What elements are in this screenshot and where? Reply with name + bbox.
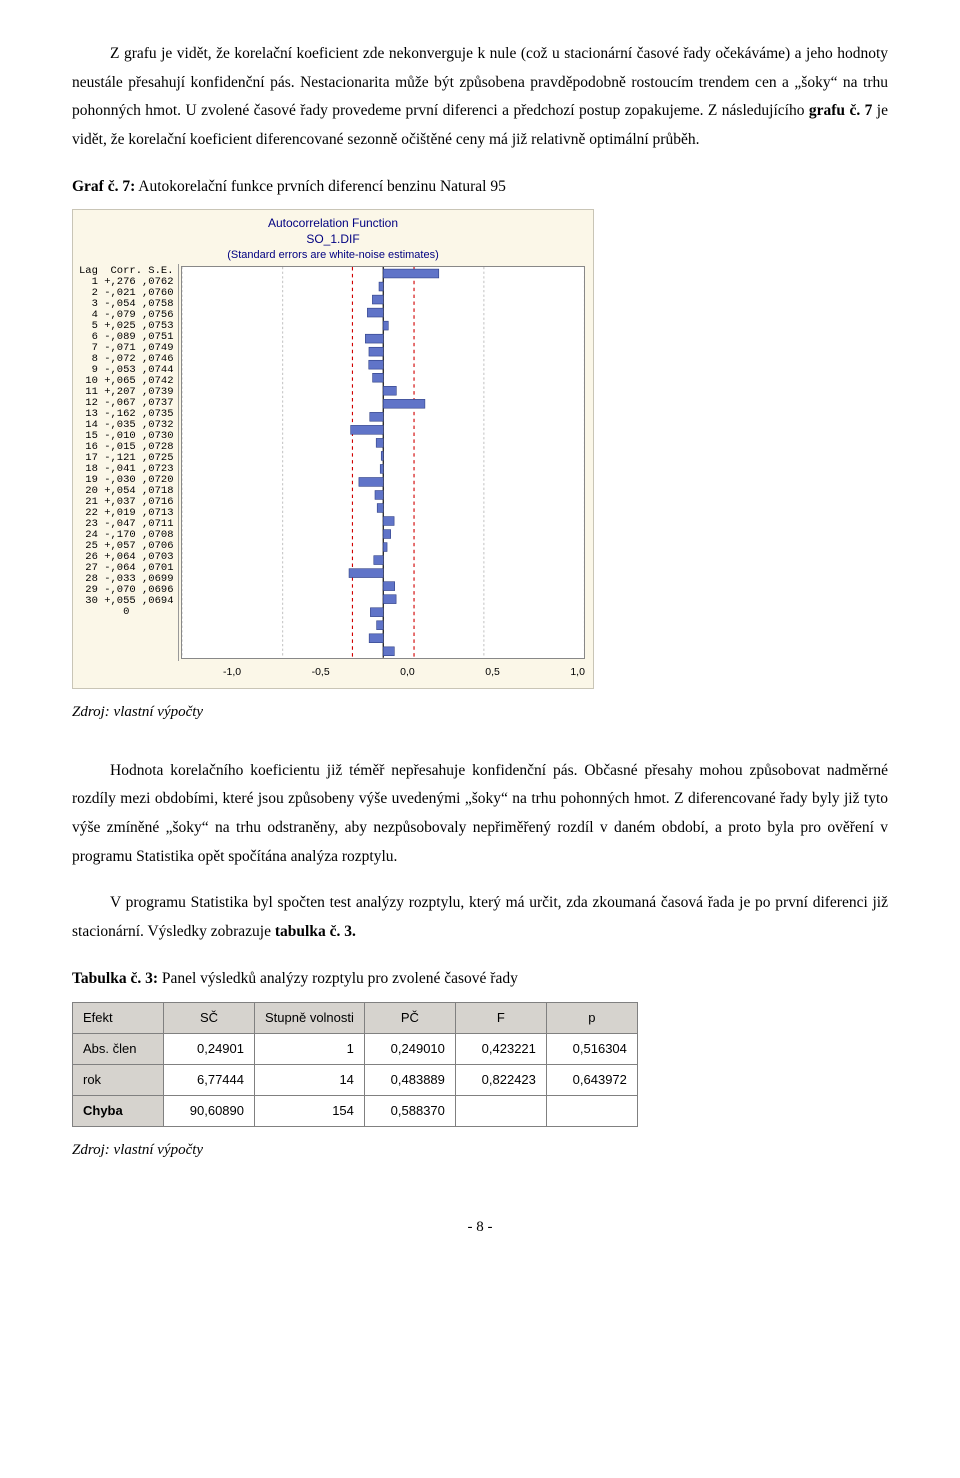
acf-chart-panel: Autocorrelation Function SO_1.DIF (Stand…: [72, 209, 594, 689]
source-1: Zdroj: vlastní výpočty: [72, 699, 888, 727]
acf-body: Lag Corr. S.E. 1 +,276 ,0762 2 -,021 ,07…: [73, 264, 593, 661]
acf-xtick: 0,5: [485, 663, 500, 682]
anova-col-header: p: [546, 1002, 637, 1033]
anova-row-label: Chyba: [73, 1095, 164, 1126]
anova-cell: 0,483889: [364, 1064, 455, 1095]
acf-title-line2: SO_1.DIF: [77, 232, 589, 248]
acf-title-line1: Autocorrelation Function: [268, 216, 398, 230]
anova-col-header: Efekt: [73, 1002, 164, 1033]
acf-x-axis: -1,0 -0,5 0,0 0,5 1,0: [73, 661, 593, 688]
acf-title-line3: (Standard errors are white-noise estimat…: [77, 248, 589, 262]
anova-table: EfektSČStupně volnostiPČFpAbs. člen0,249…: [72, 1002, 638, 1127]
anova-cell: 0,516304: [546, 1033, 637, 1064]
anova-row-label: rok: [73, 1064, 164, 1095]
anova-cell: 0,588370: [364, 1095, 455, 1126]
anova-cell: 0,24901: [164, 1033, 255, 1064]
anova-cell: 0,643972: [546, 1064, 637, 1095]
anova-col-header: F: [455, 1002, 546, 1033]
anova-cell: [455, 1095, 546, 1126]
caption-graf7: Graf č. 7: Autokorelační funkce prvních …: [72, 173, 888, 202]
anova-cell: 90,60890: [164, 1095, 255, 1126]
caption-tab3-rest: Panel výsledků analýzy rozptylu pro zvol…: [158, 970, 518, 987]
anova-cell: 0,822423: [455, 1064, 546, 1095]
anova-cell: [546, 1095, 637, 1126]
paragraph-1: Z grafu je vidět, že korelační koeficien…: [72, 40, 888, 155]
acf-bar-chart: [181, 266, 585, 659]
acf-xtick: -1,0: [223, 663, 241, 682]
anova-cell: 1: [255, 1033, 365, 1064]
anova-cell: 0,249010: [364, 1033, 455, 1064]
caption-graf7-bold: Graf č. 7:: [72, 178, 135, 195]
acf-xtick: 0,0: [400, 663, 415, 682]
anova-col-header: PČ: [364, 1002, 455, 1033]
source-2: Zdroj: vlastní výpočty: [72, 1137, 888, 1165]
acf-title: Autocorrelation Function SO_1.DIF (Stand…: [73, 210, 593, 263]
para3-text: V programu Statistika byl spočten test a…: [72, 894, 888, 940]
paragraph-2: Hodnota korelačního koeficientu již témě…: [72, 757, 888, 872]
para1-text: Z grafu je vidět, že korelační koeficien…: [72, 45, 888, 119]
anova-col-header: SČ: [164, 1002, 255, 1033]
anova-cell: 0,423221: [455, 1033, 546, 1064]
page-number: - 8 -: [72, 1214, 888, 1242]
anova-col-header: Stupně volnosti: [255, 1002, 365, 1033]
acf-xtick: -0,5: [312, 663, 330, 682]
acf-lag-table: Lag Corr. S.E. 1 +,276 ,0762 2 -,021 ,07…: [73, 264, 179, 661]
caption-graf7-rest: Autokorelační funkce prvních diferencí b…: [135, 178, 506, 195]
caption-tab3-bold: Tabulka č. 3:: [72, 970, 158, 987]
caption-tab3: Tabulka č. 3: Panel výsledků analýzy roz…: [72, 965, 888, 994]
anova-cell: 6,77444: [164, 1064, 255, 1095]
anova-cell: 14: [255, 1064, 365, 1095]
anova-cell: 154: [255, 1095, 365, 1126]
para1-bold-ref: grafu č. 7: [809, 102, 873, 119]
acf-xtick: 1,0: [570, 663, 585, 682]
para3-bold-ref: tabulka č. 3.: [275, 923, 356, 940]
anova-row-label: Abs. člen: [73, 1033, 164, 1064]
paragraph-3: V programu Statistika byl spočten test a…: [72, 889, 888, 946]
